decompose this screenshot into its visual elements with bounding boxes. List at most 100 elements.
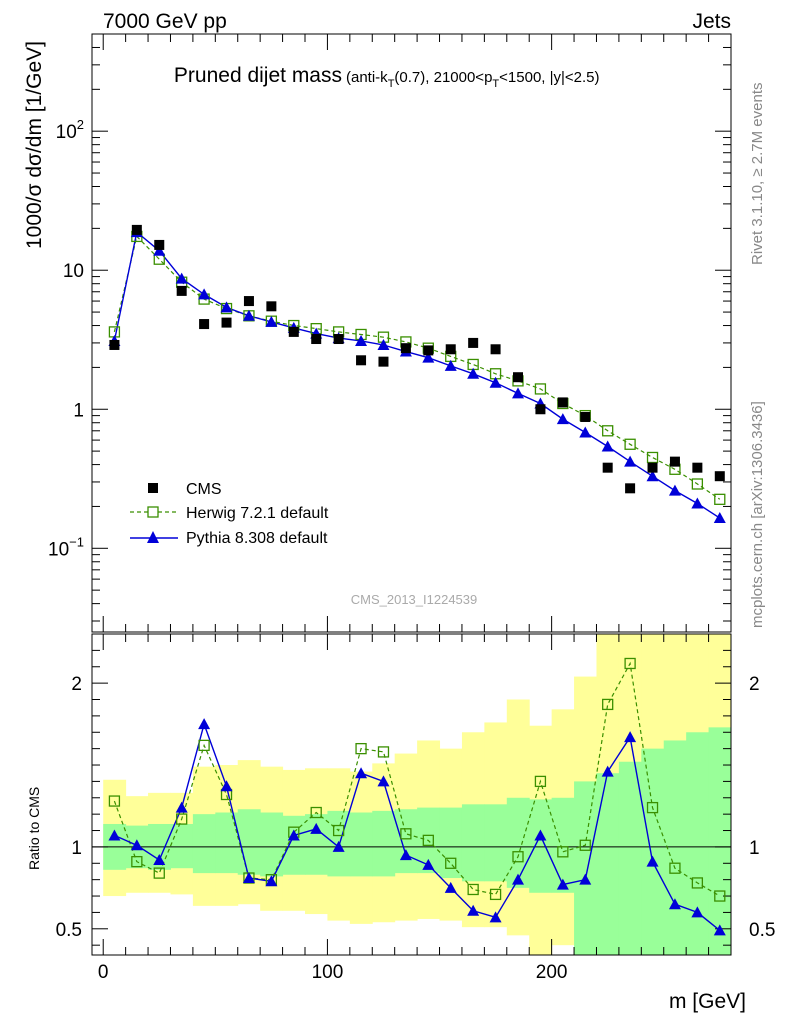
uncertainty-band-green <box>170 823 194 869</box>
ratio-herwig-point <box>624 657 636 670</box>
herwig-point <box>714 493 726 505</box>
ratio-herwig-point <box>646 801 659 814</box>
ratio-y-tick-label: 2 <box>71 674 82 695</box>
cms-data-point <box>288 326 299 337</box>
uncertainty-band-green <box>529 799 553 893</box>
ratio-herwig-point <box>445 857 457 869</box>
cms-data-point <box>580 411 591 422</box>
ratio-herwig-point <box>467 883 479 896</box>
ratio-y-tick-label-right: 1 <box>749 838 760 859</box>
ratio-herwig-point <box>512 851 524 863</box>
uncertainty-band-green <box>305 814 328 875</box>
cms-data-point <box>400 343 411 354</box>
ratio-pythia-point <box>310 822 323 834</box>
ratio-pythia-point <box>332 840 345 852</box>
uncertainty-band-green <box>506 797 530 888</box>
ratio-pythia-point <box>175 801 188 813</box>
ratio-pythia-point <box>579 873 592 885</box>
uncertainty-band-green <box>372 810 396 877</box>
pythia-point <box>713 512 726 524</box>
cms-data-point <box>647 462 658 473</box>
ratio-y-tick-label: 1 <box>71 838 82 859</box>
uncertainty-band-green <box>708 727 732 955</box>
ratio-herwig-line <box>113 661 721 897</box>
cms-data-point <box>266 301 277 312</box>
y-axis-label: 1000/σ dσ/dm [1/GeV] <box>23 41 46 249</box>
ratio-pythia-point <box>265 875 278 887</box>
herwig-line <box>113 235 721 500</box>
ratio-pythia-point <box>601 765 614 777</box>
ratio-pythia-line <box>114 721 721 931</box>
cms-data-point <box>356 355 367 366</box>
cms-data-point <box>176 285 187 296</box>
uncertainty-band-green <box>461 804 485 882</box>
cms-data-point <box>625 483 636 494</box>
uncertainty-band-green <box>686 732 710 955</box>
uncertainty-band-green <box>574 781 597 955</box>
y-tick-label: 10 <box>63 261 84 282</box>
ratio-herwig-point <box>422 834 434 847</box>
pythia-point <box>422 351 435 363</box>
ratio-herwig-point <box>377 746 390 758</box>
cms-data-point <box>557 397 568 408</box>
uncertainty-band-green <box>394 809 418 874</box>
rivet-version-label: Rivet 3.1.10, ≥ 2.7M events <box>749 83 766 266</box>
ratio-pythia-point <box>399 849 412 861</box>
main-frame <box>91 33 732 633</box>
ratio-herwig-point <box>602 698 614 711</box>
cms-data-point <box>333 334 344 345</box>
herwig-point <box>624 438 636 450</box>
uncertainty-band-green <box>663 740 687 955</box>
cms-data-point <box>131 224 142 235</box>
pythia-point <box>265 315 278 327</box>
ratio-herwig-point <box>557 846 569 858</box>
pythia-point <box>220 301 233 313</box>
uncertainty-band-green <box>618 761 642 955</box>
ratio-pythia-point <box>444 881 457 893</box>
pythia-point <box>624 455 637 467</box>
uncertainty-band-green <box>641 748 665 955</box>
pythia-point <box>153 244 166 256</box>
ratio-herwig-point <box>669 862 681 874</box>
ratio-pythia-point <box>489 911 502 923</box>
pythia-point <box>377 338 390 350</box>
ratio-pythia-point <box>130 839 143 851</box>
cms-data-point <box>243 296 254 307</box>
ratio-herwig-point <box>108 795 121 807</box>
cms-data-point <box>535 404 546 415</box>
pythia-point <box>601 440 614 452</box>
cms-data-point <box>199 319 210 330</box>
cms-data-point <box>692 462 703 473</box>
pythia-point <box>489 376 502 388</box>
energy-label: 7000 GeV pp <box>103 10 227 33</box>
ratio-herwig-point <box>691 877 704 889</box>
y-tick-label: 1 <box>73 400 84 421</box>
x-axis-label: m [GeV] <box>669 990 746 1013</box>
cms-data-point <box>445 344 456 355</box>
legend-herwig-label: Herwig 7.2.1 default <box>186 505 329 522</box>
cms-data-point <box>669 456 680 467</box>
pythia-point <box>175 272 188 284</box>
uncertainty-band-green <box>215 812 239 874</box>
uncertainty-band-green <box>349 812 373 877</box>
pythia-point <box>691 497 704 509</box>
legend: CMS Herwig 7.2.1 default Pythia 8.308 defa… <box>130 481 329 547</box>
chart-title: Pruned dijet mass <box>174 64 342 87</box>
uncertainty-band-green <box>439 807 463 879</box>
ratio-herwig-point <box>131 855 143 868</box>
ratio-pythia-point <box>624 731 637 743</box>
main-plot-area: 10−1 1 10 102 <box>48 33 732 633</box>
ratio-pythia-point <box>422 858 435 870</box>
ratio-pythia-point <box>646 855 659 867</box>
process-label: Jets <box>692 10 731 33</box>
pythia-point <box>444 359 457 371</box>
ratio-pythia-point <box>198 718 211 730</box>
ratio-pythia-point <box>691 906 704 918</box>
ratio-pythia-point <box>512 873 524 885</box>
ratio-pythia-point <box>534 829 547 841</box>
ratio-pythia-point <box>467 904 480 916</box>
uncertainty-band-green <box>551 797 575 893</box>
pythia-point <box>467 367 480 379</box>
ratio-plot-area: 0.5 0.5 1 1 2 2 0 100 200 <box>56 633 775 983</box>
